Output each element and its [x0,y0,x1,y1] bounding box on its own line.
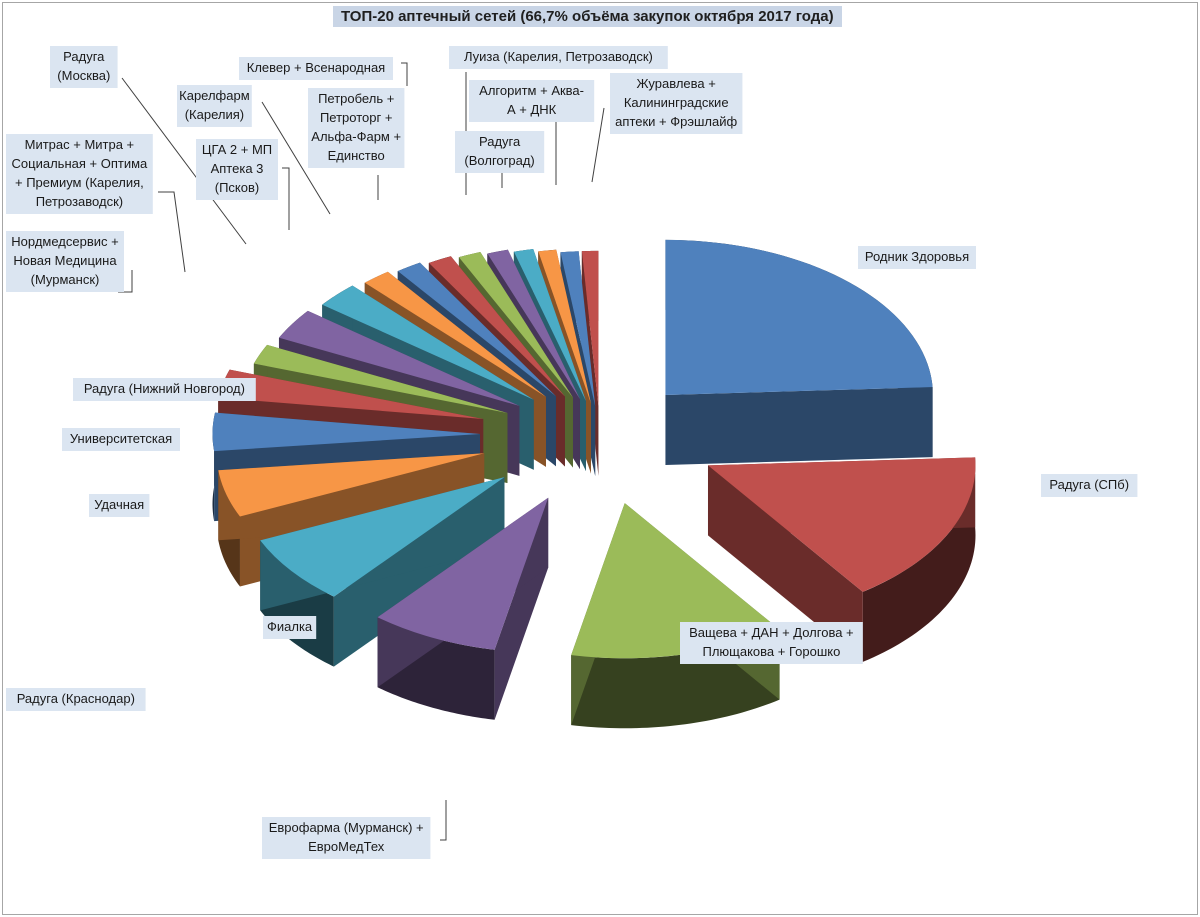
chart-title: ТОП-20 аптечный сетей (66,7% объёма заку… [333,6,842,27]
svg-text:(Москва): (Москва) [57,68,110,83]
svg-text:ЕвроМедТех: ЕвроМедТех [308,839,385,854]
svg-text:Радуга (Нижний Новгород): Радуга (Нижний Новгород) [84,381,245,396]
slice-label: Алгоритм + Аква- А + ДНК [469,80,595,185]
svg-text:Социальная + Оптима: Социальная + Оптима [12,156,148,171]
svg-text:Плющакова + Горошко: Плющакова + Горошко [702,644,840,659]
slice-label: Митрас + Митра + Социальная + Оптима + Пре… [6,134,186,273]
slice-label: Радуга (Москва) [50,46,247,245]
slice-label: Ващева + ДАН + Долгова + Плющакова + Горо… [680,622,863,664]
pie-slice [707,457,976,662]
svg-text:Журавлева +: Журавлева + [637,76,716,91]
svg-text:Родник Здоровья: Родник Здоровья [865,249,969,264]
svg-text:Митрас + Митра +: Митрас + Митра + [25,137,135,152]
slice-label: Радуга (Краснодар) [6,688,146,711]
svg-text:+ Премиум (Карелия,: + Премиум (Карелия, [15,175,144,190]
slice-label: Карелфарм (Карелия) [177,85,331,215]
svg-text:Университетская: Университетская [70,431,172,446]
svg-text:Алгоритм + Аква-: Алгоритм + Аква- [479,83,584,98]
svg-text:(Мурманск): (Мурманск) [31,272,100,287]
slice-label: Университетская [62,428,180,451]
svg-text:Радуга (СПб): Радуга (СПб) [1049,477,1129,492]
svg-text:Луиза (Карелия, Петрозаводск): Луиза (Карелия, Петрозаводск) [464,49,653,64]
svg-text:Радуга (Краснодар): Радуга (Краснодар) [17,691,135,706]
svg-text:Новая Медицина: Новая Медицина [13,253,117,268]
pie-slice [665,239,933,466]
slice-label: ЦГА 2 + МП Аптека 3 (Псков) [196,139,290,230]
svg-text:(Волгоград): (Волгоград) [464,153,534,168]
slice-label: Радуга (СПб) [1041,474,1138,497]
svg-text:Единство: Единство [328,148,385,163]
slice-label: Радуга (Волгоград) [455,131,545,188]
slice-label: Петробель + Петроторг + Альфа-Фарм + Единст… [308,88,405,200]
svg-text:Нордмедсервис +: Нордмедсервис + [11,234,118,249]
svg-text:ЦГА 2 + МП: ЦГА 2 + МП [202,142,272,157]
svg-text:Карелфарм: Карелфарм [179,88,250,103]
svg-text:Калининградские: Калининградские [624,95,729,110]
svg-text:Альфа-Фарм +: Альфа-Фарм + [311,129,401,144]
slice-label: Фиалка [263,616,317,639]
svg-text:Еврофарма (Мурманск) +: Еврофарма (Мурманск) + [269,820,424,835]
slice-label: Журавлева + Калининградские аптеки + Фрэшл… [591,73,743,183]
svg-text:Радуга: Радуга [479,134,521,149]
svg-text:Фиалка: Фиалка [267,619,313,634]
svg-text:А + ДНК: А + ДНК [507,102,557,117]
svg-text:Петроторг +: Петроторг + [320,110,392,125]
slice-label: Нордмедсервис + Новая Медицина (Мурманск) [6,231,133,293]
pie-slice [260,477,505,667]
pie-slice [377,497,549,720]
svg-text:(Карелия): (Карелия) [185,107,244,122]
slice-label: Родник Здоровья [858,246,976,269]
svg-text:Петробель +: Петробель + [318,91,394,106]
svg-text:Ващева + ДАН + Долгова +: Ващева + ДАН + Долгова + [689,625,854,640]
slice-label: Радуга (Нижний Новгород) [73,378,256,401]
slice-label: Удачная [89,494,150,517]
svg-text:аптеки + Фрэшлайф: аптеки + Фрэшлайф [615,114,737,129]
svg-text:Клевер + Всенародная: Клевер + Всенародная [247,60,385,75]
slice-label: Клевер + Всенародная [239,57,408,86]
slice-label: Еврофарма (Мурманск) + ЕвроМедТех [262,800,447,859]
svg-text:Аптека 3: Аптека 3 [211,161,264,176]
svg-text:Петрозаводск): Петрозаводск) [36,194,123,209]
svg-text:(Псков): (Псков) [215,180,259,195]
svg-text:Радуга: Радуга [63,49,105,64]
svg-text:Удачная: Удачная [94,497,144,512]
